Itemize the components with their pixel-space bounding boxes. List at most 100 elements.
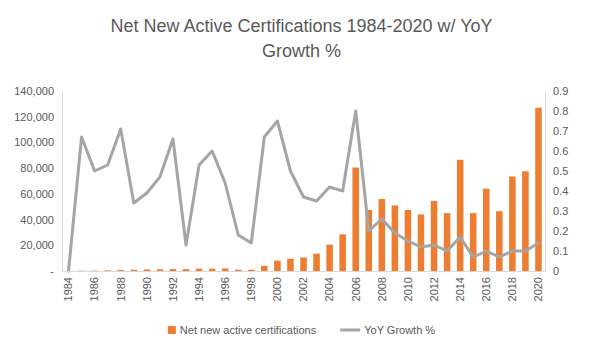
y2-tick-label: 0.8 [553, 105, 568, 117]
x-tick: 1996 [219, 277, 231, 301]
bar [261, 266, 268, 271]
y2-axis-line [545, 92, 546, 272]
x-tick-label: 2014 [454, 277, 466, 301]
y-tick: 60,000 [20, 188, 62, 200]
y2-tick-label: 0.2 [553, 225, 568, 237]
x-tick: 1994 [193, 277, 205, 301]
bar [209, 269, 216, 271]
x-tick-label: 1998 [245, 277, 257, 301]
x-tick: 2014 [454, 277, 466, 301]
bar [470, 213, 477, 271]
x-tick: 1984 [62, 277, 74, 301]
x-tick-label: 1992 [167, 277, 179, 301]
bar [444, 213, 451, 271]
x-tick-label: 2006 [350, 277, 362, 301]
x-tick-label: 2000 [271, 277, 283, 301]
y2-tick: 0 [545, 265, 559, 277]
bar [117, 270, 124, 271]
x-tick-label: 2008 [376, 277, 388, 301]
y-tick: 80,000 [20, 162, 62, 174]
y-tick: - [50, 265, 62, 277]
legend-item: Net new active certifications [168, 324, 317, 336]
y-tick-label: 100,000 [14, 136, 54, 148]
bar [313, 254, 320, 271]
x-tick-label: 2016 [480, 277, 492, 301]
x-tick-label: 2012 [428, 277, 440, 301]
bar [431, 201, 438, 271]
bar [392, 205, 399, 271]
x-tick: 2008 [376, 277, 388, 301]
x-tick-label: 1986 [88, 277, 100, 301]
y-axis: - 20,000 40,000 60,000 80,000 100,000 120,000 1… [14, 85, 62, 277]
x-tick: 2016 [480, 277, 492, 301]
bar [222, 268, 229, 271]
bar [418, 214, 425, 271]
y2-tick-label: 0.5 [553, 165, 568, 177]
y-tick: 100,000 [14, 136, 62, 148]
title: Net New Active Certifications 1984-2020 … [110, 16, 492, 61]
x-tick: 2000 [271, 277, 283, 301]
x-tick: 2002 [297, 277, 309, 301]
y2-tick-label: 0.3 [553, 205, 568, 217]
y2-tick: 0.3 [545, 205, 568, 217]
y2-tick-label: 0.9 [553, 85, 568, 97]
y2-tick: 0.6 [545, 145, 568, 157]
x-tick-label: 1990 [141, 277, 153, 301]
y-tick-label: 40,000 [20, 214, 54, 226]
y-tick: 140,000 [14, 85, 62, 97]
y2-tick-label: 0.4 [553, 185, 568, 197]
legend: Net new active certifications YoY Growth … [168, 324, 435, 336]
x-tick: 2012 [428, 277, 440, 301]
chart: Net New Active Certifications 1984-2020 … [0, 0, 603, 363]
x-tick: 2020 [532, 277, 544, 301]
title-line: Net New Active Certifications 1984-2020 … [110, 16, 492, 36]
bar [300, 258, 307, 272]
legend-label: Net new active certifications [180, 324, 317, 336]
line [69, 111, 539, 271]
x-tick: 1990 [141, 277, 153, 301]
y-tick-label: - [50, 265, 54, 277]
title-line: Growth % [262, 41, 341, 61]
bar [235, 270, 242, 271]
x-tick-label: 2004 [323, 277, 335, 301]
y2-tick: 0.7 [545, 125, 568, 137]
bar [522, 171, 529, 271]
y2-tick-label: 0.1 [553, 245, 568, 257]
y-axis-line [62, 92, 63, 272]
bar [339, 234, 346, 271]
y2-tick-label: 0.7 [553, 125, 568, 137]
y2-tick: 0.2 [545, 225, 568, 237]
bar [248, 270, 255, 271]
legend-item: YoY Growth % [340, 324, 435, 336]
bar [496, 211, 503, 271]
bar [196, 269, 203, 271]
legend-swatch [340, 329, 360, 332]
x-tick-label: 2020 [532, 277, 544, 301]
x-tick-label: 1988 [115, 277, 127, 301]
y2-tick: 0.1 [545, 245, 568, 257]
bar [509, 177, 516, 272]
x-tick: 2004 [323, 277, 335, 301]
bar [183, 269, 190, 271]
y2-tick-label: 0 [553, 265, 559, 277]
bar [274, 261, 281, 271]
y-tick-label: 140,000 [14, 85, 54, 97]
bar [379, 199, 386, 271]
bar-series [65, 108, 541, 271]
bar [483, 189, 490, 271]
bar [326, 245, 333, 271]
y-tick-label: 20,000 [20, 239, 54, 251]
bar [352, 168, 359, 272]
y-tick: 120,000 [14, 111, 62, 123]
x-tick-label: 2010 [402, 277, 414, 301]
y-tick-label: 120,000 [14, 111, 54, 123]
plot-area [65, 108, 541, 271]
x-tick-label: 2018 [506, 277, 518, 301]
y2-tick: 0.8 [545, 105, 568, 117]
x-tick: 1988 [115, 277, 127, 301]
y-tick: 40,000 [20, 214, 62, 226]
legend-swatch [168, 326, 176, 334]
x-axis: 1984 1986 1988 1990 1992 1994 1996 1998 2000 2002… [62, 272, 545, 302]
y2-tick: 0.5 [545, 165, 568, 177]
x-tick: 1992 [167, 277, 179, 301]
